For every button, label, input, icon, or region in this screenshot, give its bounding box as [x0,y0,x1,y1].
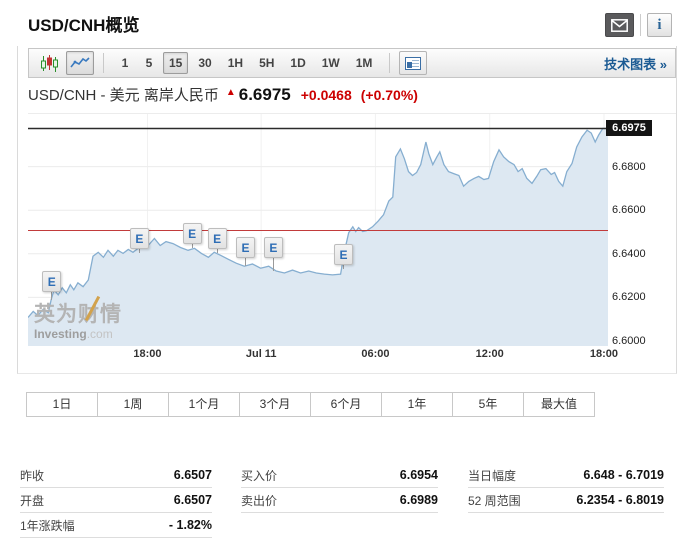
range-1周[interactable]: 1周 [97,392,169,417]
area-chart-svg [28,114,608,346]
up-arrow-icon: ▲ [225,87,236,98]
news-events-button[interactable] [399,51,428,75]
event-flag-stem [191,244,193,249]
stat-label: 买入价 [241,468,278,483]
info-button[interactable]: i [647,13,672,37]
last-price-badge: 6.6975 [606,120,652,137]
stat-value: 6.6507 [173,493,212,507]
stat-label: 昨收 [20,468,45,483]
stat-value: 6.648 - 6.7019 [583,468,664,482]
stats-column-1: 昨收 6.6507 开盘 6.6507 1年涨跌幅 - 1.82% [20,463,212,538]
stats-column-3: 当日幅度 6.648 - 6.7019 52 周范围 6.2354 - 6.8019 [468,463,664,513]
chart-panel: 1 5 15 30 1H 5H 1D 1W 1M 技术图表 » USD/CNH - 美元 离岸人… [17,46,677,374]
stat-value: 6.2354 - 6.8019 [576,493,664,507]
y-axis-label: 6.6200 [612,291,646,304]
interval-5H[interactable]: 5H [259,56,275,70]
event-flag-stem [138,249,140,253]
header-divider [640,14,641,36]
y-axis-label: 6.6000 [612,335,646,347]
toolbar-separator [103,53,104,73]
stat-label: 1年涨跌幅 [20,518,75,533]
event-flag-stem [272,258,274,272]
y-axis-label: 6.6800 [612,160,646,173]
range-1日[interactable]: 1日 [26,392,98,417]
interval-1D[interactable]: 1D [290,56,306,70]
instrument-name: USD/CNH - 美元 离岸人民币 [28,87,219,104]
news-panel-icon [405,56,422,70]
economic-event-flag[interactable]: E [263,237,283,258]
envelope-icon [611,18,628,32]
y-axis-label: 6.6600 [612,204,646,217]
economic-event-flag[interactable]: E [182,223,202,244]
quote-row: USD/CNH - 美元 离岸人民币 ▲ 6.6975 +0.0468 (+0.… [28,84,427,105]
stat-row: 卖出价 6.6989 [241,488,438,513]
technical-chart-link[interactable]: 技术图表 » [604,56,667,72]
interval-5[interactable]: 5 [145,56,153,70]
interval-selector: 1 5 15 30 1H 5H 1D 1W 1M [113,52,380,74]
info-icon: i [657,16,662,33]
candlestick-chart-button[interactable] [37,51,62,75]
event-flag-stem [216,249,218,253]
economic-event-flag[interactable]: E [42,271,62,292]
interval-30[interactable]: 30 [198,56,212,70]
stat-row: 当日幅度 6.648 - 6.7019 [468,463,664,488]
stat-row: 昨收 6.6507 [20,463,212,488]
stat-label: 52 周范围 [468,493,521,508]
stat-row: 52 周范围 6.2354 - 6.8019 [468,488,664,513]
stat-row: 买入价 6.6954 [241,463,438,488]
stat-label: 卖出价 [241,493,278,508]
interval-1W[interactable]: 1W [321,56,340,70]
event-flag-stem [343,265,345,269]
stat-row: 1年涨跌幅 - 1.82% [20,513,212,538]
x-axis-label: 12:00 [475,348,504,360]
line-chart-icon [70,57,90,68]
page-title: USD/CNH概览 [28,16,140,35]
range-3个月[interactable]: 3个月 [239,392,311,417]
range-6个月[interactable]: 6个月 [310,392,382,417]
x-axis: 18:00 Jul 11 06:00 12:00 18:00 [28,348,618,364]
interval-1[interactable]: 1 [121,56,129,70]
stat-value: 6.6954 [399,468,438,482]
header-actions: i [605,13,672,37]
price-change-percent: (+0.70%) [360,87,418,103]
stats-column-2: 买入价 6.6954 卖出价 6.6989 [241,463,438,513]
line-chart-button[interactable] [66,51,94,75]
candlestick-icon [41,54,58,72]
range-1年[interactable]: 1年 [381,392,453,417]
event-flag-stem [245,258,246,267]
last-price: 6.6975 [238,85,291,104]
range-1个月[interactable]: 1个月 [168,392,240,417]
stat-row: 开盘 6.6507 [20,488,212,513]
range-5年[interactable]: 5年 [452,392,524,417]
economic-event-flag[interactable]: E [236,237,255,258]
interval-15[interactable]: 15 [163,52,189,74]
x-axis-label: 18:00 [133,348,162,360]
range-最大值[interactable]: 最大值 [523,392,595,417]
y-axis-label: 6.6400 [612,247,646,260]
stat-value: 6.6507 [173,468,212,482]
stat-value: - 1.82% [168,518,212,532]
interval-1H[interactable]: 1H [227,56,244,70]
price-change: +0.0468 [300,87,352,103]
stat-label: 当日幅度 [468,468,517,483]
range-selector: 1日 1周 1个月 3个月 6个月 1年 5年 最大值 [26,392,595,417]
stat-label: 开盘 [20,493,45,508]
economic-event-flag[interactable]: E [129,228,149,249]
event-flag-stem [51,292,53,300]
interval-1M[interactable]: 1M [355,56,373,70]
toolbar-separator [389,53,391,73]
stat-value: 6.6989 [399,493,438,507]
x-axis-label: Jul 11 [245,348,277,360]
email-alert-button[interactable] [605,13,634,37]
x-axis-label: 06:00 [361,348,390,360]
x-axis-label: 18:00 [589,348,618,360]
chart-toolbar: 1 5 15 30 1H 5H 1D 1W 1M 技术图表 » [28,48,676,78]
economic-event-flag[interactable]: E [334,244,354,265]
economic-event-flag[interactable]: E [207,228,227,249]
